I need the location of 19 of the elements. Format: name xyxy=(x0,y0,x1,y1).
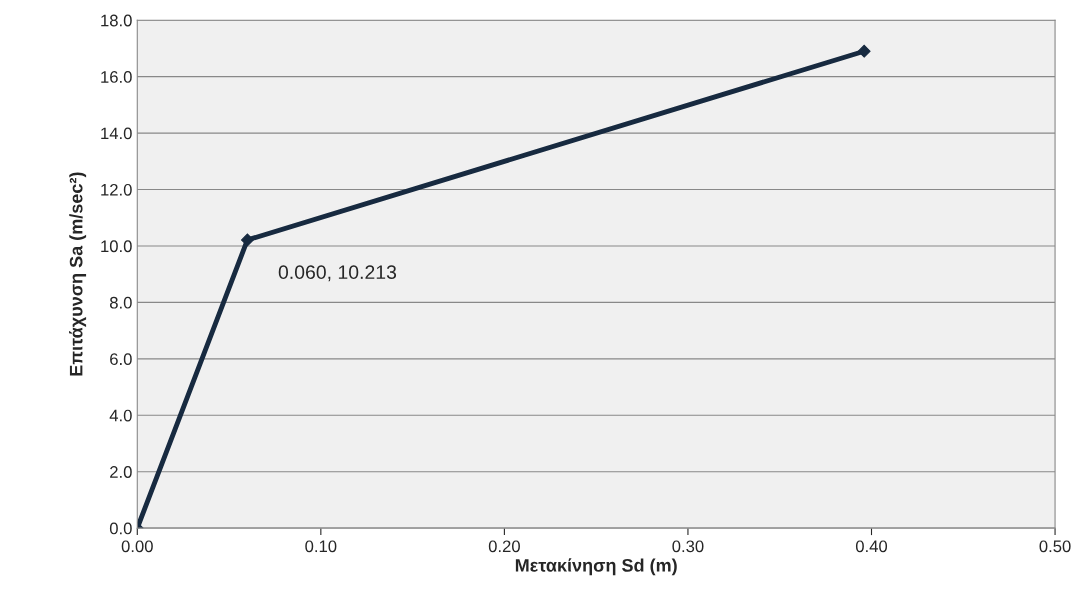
y-tick-label: 4.0 xyxy=(109,409,132,422)
y-tick-label: 18.0 xyxy=(101,14,132,27)
x-tick-label: 0.00 xyxy=(121,540,153,553)
y-tick-label: 10.0 xyxy=(101,240,132,253)
x-tick-label: 0.10 xyxy=(305,540,337,553)
y-tick-label: 0.0 xyxy=(109,522,132,535)
x-axis-title: Μετακίνηση Sd (m) xyxy=(515,558,677,576)
x-tick-label: 0.40 xyxy=(855,540,888,553)
annotation: 0.060, 10.213 xyxy=(278,265,397,282)
x-tick-label: 0.30 xyxy=(672,540,704,553)
x-tick-label: 0.50 xyxy=(1039,540,1071,553)
y-tick-label: 2.0 xyxy=(110,466,132,478)
y-axis-title: Επιτάχυνση Sa (m/sec²) xyxy=(69,172,87,376)
x-tick-label: 0.20 xyxy=(488,540,520,553)
y-tick-label: 8.0 xyxy=(109,296,132,309)
y-tick-label: 12.0 xyxy=(101,183,132,196)
y-tick-label: 14.0 xyxy=(101,127,132,140)
y-tick-label: 16.0 xyxy=(101,71,132,83)
y-tick-label: 6.0 xyxy=(110,353,132,366)
